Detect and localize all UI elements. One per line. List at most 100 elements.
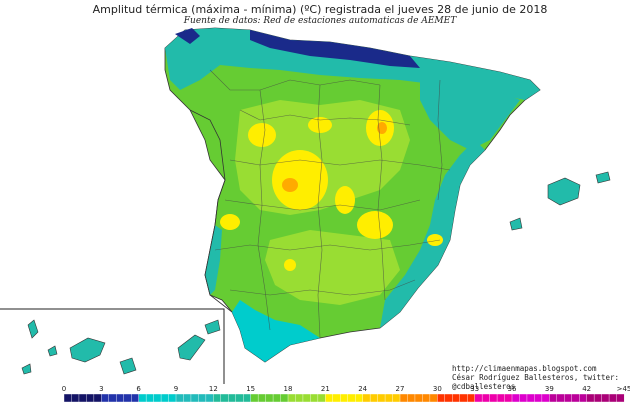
legend-color-swatch [399,393,408,403]
legend-tick-label: >45 [617,385,630,393]
legend-color-swatch [183,393,192,403]
legend-color-swatch [579,393,588,403]
legend-color-swatch [257,393,267,403]
legend-color-swatch [272,393,282,403]
legend-color-swatch [377,393,386,403]
legend-tick-label: 9 [174,385,178,393]
la-gomera-island [47,345,58,357]
legend-color-swatch [213,393,222,403]
credits-url[interactable]: http://climaenmapas.blogspot.com [452,364,597,373]
legend-tick-label: 18 [284,385,293,393]
legend-color-swatch [519,393,528,403]
yellow-zone-6 [220,214,240,230]
fuerteventura-island [177,334,206,361]
orange-zone-2 [377,122,387,134]
legend-color-swatch [496,393,506,403]
northeast-teal-zone [420,80,520,150]
legend-color-swatch [526,393,535,403]
legend-color-swatch [250,393,259,403]
legend-color-swatch [481,393,491,403]
legend-color-swatch [414,393,423,403]
legend-tick-label: 3 [99,385,103,393]
legend-color-swatch [474,393,483,403]
legend-color-swatch [78,393,87,403]
legend-color-swatch [444,393,453,403]
legend-tick-label: 15 [246,385,255,393]
legend-color-swatch [123,393,132,403]
galicia-navy-zone [175,28,200,44]
mallorca-island [547,177,581,206]
legend-color-swatch [168,393,177,403]
yellow-zone-4 [335,186,355,214]
legend-color-swatch [347,393,356,403]
yellow-zone-5 [357,211,393,239]
legend-tick-label: 12 [209,385,218,393]
legend-tick-label: 6 [136,385,141,393]
lanzarote-island [204,319,221,335]
legend-color-swatch [310,393,319,403]
canary-inset-frame [0,308,225,384]
cantabrian-navy-zone [250,30,420,68]
credits-author: César Rodríguez Ballesteros, twitter: @c… [452,373,620,391]
legend-tick-label: 0 [62,385,66,393]
legend-color-swatch [593,393,603,403]
legend-color-swatch [175,393,184,403]
legend-color-swatch [429,393,438,403]
credits-block: http://climaenmapas.blogspot.com César R… [452,364,640,391]
legend-color-swatch [437,393,446,403]
legend-color-swatch [489,393,498,403]
legend-color-swatch [369,393,379,403]
legend-color-swatch [93,393,102,403]
legend-color-swatch [302,393,311,403]
portugal-border-teal-zone [205,225,222,295]
legend-color-swatch [564,393,573,403]
legend-color-swatch [549,393,558,403]
orange-zone-1 [282,178,298,192]
legend-tick-label: 39 [545,385,554,393]
legend-tick-label: 30 [433,385,442,393]
mediterranean-teal-zone [380,140,485,328]
legend-color-swatch [228,393,237,403]
yellow-zone-8 [427,234,443,246]
legend-color-swatch [138,393,147,403]
legend-color-swatch [392,393,401,403]
legend-color-swatch [355,393,364,403]
yellow-zone-2 [248,123,276,147]
legend-color-swatch [325,393,334,403]
legend-color-swatch [504,393,513,403]
legend-color-swatch [71,393,80,403]
legend-color-swatch [145,393,155,403]
legend-color-swatch [541,393,550,403]
legend-color-swatch [242,393,252,403]
legend-color-swatch [190,393,199,403]
legend-color-swatch [556,393,565,403]
legend-color-swatch [407,393,416,403]
legend-color-swatch [295,393,304,403]
legend-color-swatch [422,393,431,403]
legend-color-swatch [153,393,162,403]
legend-color-swatch [332,393,341,403]
tenerife-island [69,337,106,363]
province-borders [209,69,451,339]
legend-color-swatch [130,393,140,403]
gran-canaria-island [119,357,137,375]
legend-color-swatch [63,393,72,403]
legend-color-swatch [586,393,595,403]
legend-color-swatch [452,393,461,403]
legend-color-swatch [571,393,580,403]
legend-color-swatch [86,393,95,403]
legend-color-swatch [280,393,289,403]
legend-color-swatch [317,393,326,403]
legend-color-swatch [616,393,625,403]
legend-color-swatch [101,393,110,403]
legend-color-swatch [511,393,520,403]
color-legend: 0 3 6 9 12 15 18 21 24 27 30 33 36 39 42 >45 [62,385,630,403]
legend-tick-label: 36 [508,385,517,393]
legend-tick-label: 33 [470,385,479,393]
legend-color-swatch [459,393,468,403]
el-hierro-island [21,363,32,375]
legend-color-swatch [116,393,125,403]
yellow-zone-9 [284,259,296,271]
legend-color-swatch [160,393,170,403]
